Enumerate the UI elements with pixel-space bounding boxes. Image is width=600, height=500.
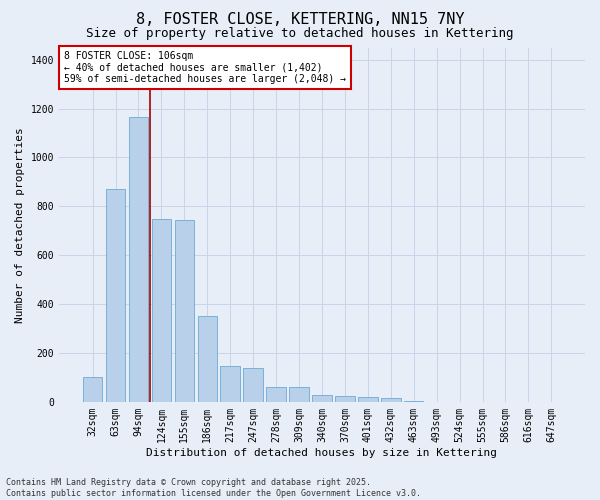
Bar <box>129 117 148 402</box>
Bar <box>381 398 401 402</box>
Bar <box>404 400 424 402</box>
Bar <box>175 220 194 402</box>
Bar <box>312 394 332 402</box>
Text: 8, FOSTER CLOSE, KETTERING, NN15 7NY: 8, FOSTER CLOSE, KETTERING, NN15 7NY <box>136 12 464 28</box>
Bar <box>289 387 309 402</box>
Bar <box>358 397 377 402</box>
Text: Size of property relative to detached houses in Kettering: Size of property relative to detached ho… <box>86 28 514 40</box>
X-axis label: Distribution of detached houses by size in Kettering: Distribution of detached houses by size … <box>146 448 497 458</box>
Text: Contains HM Land Registry data © Crown copyright and database right 2025.
Contai: Contains HM Land Registry data © Crown c… <box>6 478 421 498</box>
Text: 8 FOSTER CLOSE: 106sqm
← 40% of detached houses are smaller (1,402)
59% of semi-: 8 FOSTER CLOSE: 106sqm ← 40% of detached… <box>64 51 346 84</box>
Bar <box>266 387 286 402</box>
Bar <box>152 218 171 402</box>
Y-axis label: Number of detached properties: Number of detached properties <box>15 127 25 322</box>
Bar <box>335 396 355 402</box>
Bar <box>83 378 103 402</box>
Bar <box>244 368 263 402</box>
Bar <box>106 189 125 402</box>
Bar <box>220 366 240 402</box>
Bar <box>197 316 217 402</box>
